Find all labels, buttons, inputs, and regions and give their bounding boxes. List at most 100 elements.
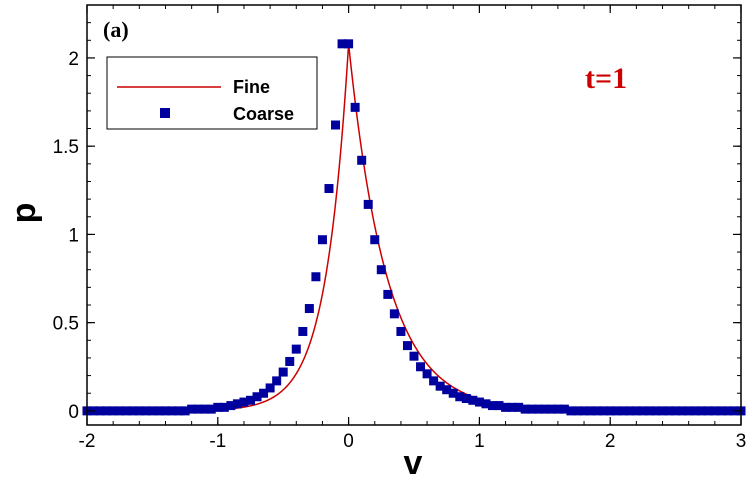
legend-coarse-label: Coarse [233, 104, 294, 124]
coarse-point [317, 235, 327, 245]
coarse-point [494, 401, 504, 411]
coarse-point [474, 397, 484, 407]
x-tick-label: 3 [736, 431, 747, 452]
legend-fine-label: Fine [233, 77, 270, 97]
coarse-point [193, 404, 203, 414]
coarse-point [331, 120, 341, 130]
coarse-point [455, 392, 465, 402]
axes: -2 -1 0 1 2 3 0 0.5 1 1.5 2 [53, 4, 747, 452]
coarse-point [134, 406, 144, 416]
coarse-point [638, 406, 648, 416]
coarse-point [180, 406, 190, 416]
coarse-point [599, 406, 609, 416]
coarse-point [658, 406, 668, 416]
coarse-point [723, 406, 733, 416]
coarse-point [514, 402, 524, 412]
coarse-point [252, 392, 262, 402]
y-tick-label: 0 [68, 402, 79, 423]
coarse-point [363, 199, 373, 209]
coarse-point [402, 341, 412, 351]
coarse-point [259, 388, 269, 398]
coarse-point [559, 404, 569, 414]
coarse-point [448, 388, 458, 398]
coarse-point [389, 309, 399, 319]
legend-coarse-marker [160, 108, 170, 118]
coarse-point [265, 383, 275, 393]
coarse-point [291, 344, 301, 354]
coarse-point [566, 406, 576, 416]
coarse-point [416, 362, 426, 372]
coarse-point [337, 39, 347, 49]
coarse-point [200, 404, 210, 414]
coarse-point [461, 394, 471, 404]
coarse-point [579, 406, 589, 416]
coarse-point [697, 406, 707, 416]
coarse-point [115, 406, 125, 416]
coarse-point [586, 406, 596, 416]
coarse-point [278, 367, 288, 377]
y-tick-label: 2 [68, 49, 79, 70]
x-tick-label: 0 [343, 431, 354, 452]
coarse-point [507, 402, 517, 412]
x-tick-label: -2 [79, 431, 96, 452]
coarse-point [298, 326, 308, 336]
coarse-point [147, 406, 157, 416]
coarse-point [533, 404, 543, 414]
coarse-point [219, 402, 229, 412]
coarse-point [285, 356, 295, 366]
coarse-point [246, 395, 255, 405]
coarse-point [108, 406, 118, 416]
coarse-point [232, 399, 242, 409]
x-tick-label: 2 [605, 431, 616, 452]
coarse-point [435, 381, 445, 391]
coarse-point [540, 404, 550, 414]
coarse-point [677, 406, 687, 416]
coarse-point [102, 406, 112, 416]
coarse-point [546, 404, 556, 414]
coarse-point [612, 406, 622, 416]
coarse-point [95, 406, 105, 416]
coarse-point [442, 385, 452, 395]
coarse-point [357, 155, 367, 165]
coarse-point [703, 406, 713, 416]
coarse-point [429, 376, 439, 386]
coarse-point [625, 406, 635, 416]
coarse-point [501, 402, 511, 412]
plot-area [82, 39, 746, 416]
x-tick-label: -1 [209, 431, 226, 452]
y-tick-label: 1.5 [53, 137, 79, 158]
coarse-point [651, 406, 661, 416]
coarse-point [644, 406, 654, 416]
x-tick-label: 1 [474, 431, 485, 452]
coarse-point [141, 406, 151, 416]
coarse-point [213, 402, 223, 412]
coarse-point [664, 406, 674, 416]
coarse-point [239, 397, 249, 407]
coarse-point [631, 406, 641, 416]
coarse-point [206, 404, 216, 414]
coarse-point [376, 265, 386, 275]
x-axis-label: v [404, 444, 423, 477]
coarse-point [121, 406, 131, 416]
coarse-point [671, 406, 681, 416]
coarse-point [592, 406, 602, 416]
coarse-point [174, 406, 184, 416]
legend: Fine Coarse [106, 56, 318, 130]
coarse-point [690, 406, 700, 416]
time-annotation: t=1 [585, 62, 627, 95]
coarse-point [272, 376, 282, 386]
coarse-point [573, 406, 582, 416]
coarse-point [370, 235, 380, 245]
coarse-point [167, 406, 177, 416]
coarse-point [520, 404, 530, 414]
coarse-point [527, 404, 537, 414]
coarse-point [226, 401, 236, 411]
coarse-point [128, 406, 138, 416]
coarse-point [396, 326, 406, 336]
coarse-point [422, 369, 432, 379]
coarse-point [487, 401, 497, 411]
y-tick-label: 1 [68, 225, 79, 246]
coarse-point [154, 406, 164, 416]
coarse-point [481, 399, 491, 409]
